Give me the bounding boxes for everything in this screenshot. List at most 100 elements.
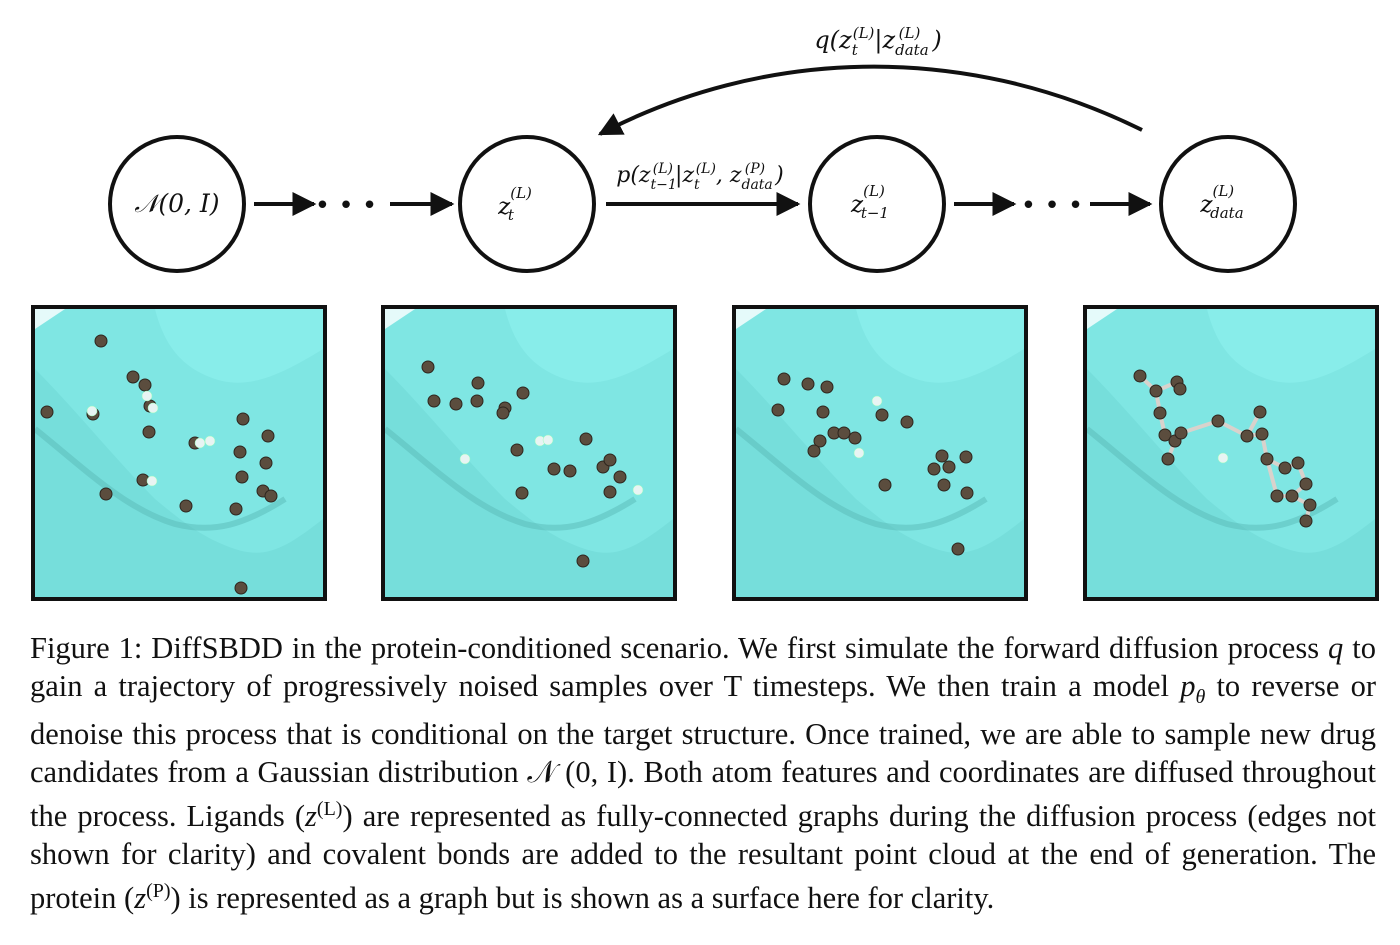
heavy-atom (40, 405, 54, 419)
heavy-atom (1253, 405, 1267, 419)
reverse-process-label: p(zt−1(L)|zt(L), zdata(P)) (616, 161, 783, 193)
heavy-atom (942, 460, 956, 474)
zt-node (458, 135, 596, 273)
heavy-atom (235, 470, 249, 484)
timestep-t-panel (381, 305, 677, 601)
heavy-atom (94, 334, 108, 348)
heavy-atom (470, 394, 484, 408)
heavy-atom (820, 380, 834, 394)
heavy-atom (1173, 382, 1187, 396)
heavy-atom (937, 478, 951, 492)
heavy-atom (515, 486, 529, 500)
hydrogen-atom (204, 435, 216, 447)
heavy-atom (142, 425, 156, 439)
heavy-atom (801, 377, 815, 391)
heavy-atom (951, 542, 965, 556)
heavy-atom (959, 450, 973, 464)
heavy-atom (927, 462, 941, 476)
forward-process-arrow (597, 64, 1143, 136)
heavy-atom (496, 406, 510, 420)
heavy-atom (613, 470, 627, 484)
heavy-atom (563, 464, 577, 478)
hydrogen-atom (853, 447, 865, 459)
timestep-t-minus-1-panel (732, 305, 1028, 601)
heavy-atom (1260, 452, 1274, 466)
heavy-atom (1174, 426, 1188, 440)
panel-3-render (736, 309, 1024, 597)
heavy-atom (576, 554, 590, 568)
data-panel (1083, 305, 1379, 601)
heavy-atom (1270, 489, 1284, 503)
panel-4-render (1087, 309, 1375, 597)
hydrogen-atom (459, 453, 471, 465)
heavy-atom (1158, 428, 1172, 442)
heavy-atom (1278, 461, 1292, 475)
heavy-atom (264, 489, 278, 503)
heavy-atom (1299, 477, 1313, 491)
heavy-atom (471, 376, 485, 390)
heavy-atom (771, 403, 785, 417)
heavy-atom (1149, 384, 1163, 398)
heavy-atom (875, 408, 889, 422)
hydrogen-atom (86, 405, 98, 417)
heavy-atom (126, 370, 140, 384)
noise-panel (31, 305, 327, 601)
heavy-atom (1133, 369, 1147, 383)
heavy-atom (1211, 414, 1225, 428)
zt-minus-1-node-label: z(L) t−1 (850, 182, 889, 222)
hydrogen-atom (542, 434, 554, 446)
heavy-atom (510, 443, 524, 457)
heavy-atom (1255, 427, 1269, 441)
heavy-atom (261, 429, 275, 443)
heavy-atom (816, 405, 830, 419)
heavy-atom (1303, 498, 1317, 512)
heavy-atom (807, 444, 821, 458)
heavy-atom (1291, 456, 1305, 470)
zt-node-label: z(L) t (497, 184, 532, 224)
noise-node (108, 135, 246, 273)
heavy-atom (935, 449, 949, 463)
heavy-atom (233, 445, 247, 459)
heavy-atom (960, 486, 974, 500)
heavy-atom (516, 386, 530, 400)
heavy-atom (138, 378, 152, 392)
hydrogen-atom (1217, 452, 1229, 464)
heavy-atom (427, 394, 441, 408)
hydrogen-atom (194, 437, 206, 449)
zdata-node (1159, 135, 1297, 273)
heavy-atom (777, 372, 791, 386)
heavy-atom (99, 487, 113, 501)
heavy-atom (848, 431, 862, 445)
panel-2-render (385, 309, 673, 597)
heavy-atom (813, 434, 827, 448)
ellipsis-1: • • • (315, 191, 378, 221)
heavy-atom (1153, 406, 1167, 420)
heavy-atom (1240, 429, 1254, 443)
heavy-atom (259, 456, 273, 470)
heavy-atom (234, 581, 248, 595)
forward-process-label: q(zt(L)|zdata(L)) (814, 24, 941, 59)
hydrogen-atom (141, 390, 153, 402)
heavy-atom (547, 462, 561, 476)
heavy-atom (449, 397, 463, 411)
heavy-atom (1299, 514, 1313, 528)
heavy-atom (229, 502, 243, 516)
heavy-atom (236, 412, 250, 426)
panel-1-render (35, 309, 323, 597)
heavy-atom (900, 415, 914, 429)
ellipsis-2: • • • (1021, 191, 1084, 221)
figure-caption: Figure 1: DiffSBDD in the protein-condit… (30, 631, 1376, 916)
heavy-atom (421, 360, 435, 374)
heavy-atom (878, 478, 892, 492)
diffusion-chain-diagram: q(zt(L)|zdata(L)) 𝒩(0, I) z(L) t z(L) t−1 … (108, 24, 1297, 273)
noise-node-label: 𝒩(0, I) (134, 189, 219, 218)
heavy-atom (603, 453, 617, 467)
heavy-atom (1285, 489, 1299, 503)
zdata-node-label: z(L) data (1199, 182, 1243, 222)
hydrogen-atom (147, 402, 159, 414)
hydrogen-atom (146, 475, 158, 487)
heavy-atom (179, 499, 193, 513)
hydrogen-atom (871, 395, 883, 407)
heavy-atom (603, 485, 617, 499)
zt-minus-1-node (808, 135, 946, 273)
